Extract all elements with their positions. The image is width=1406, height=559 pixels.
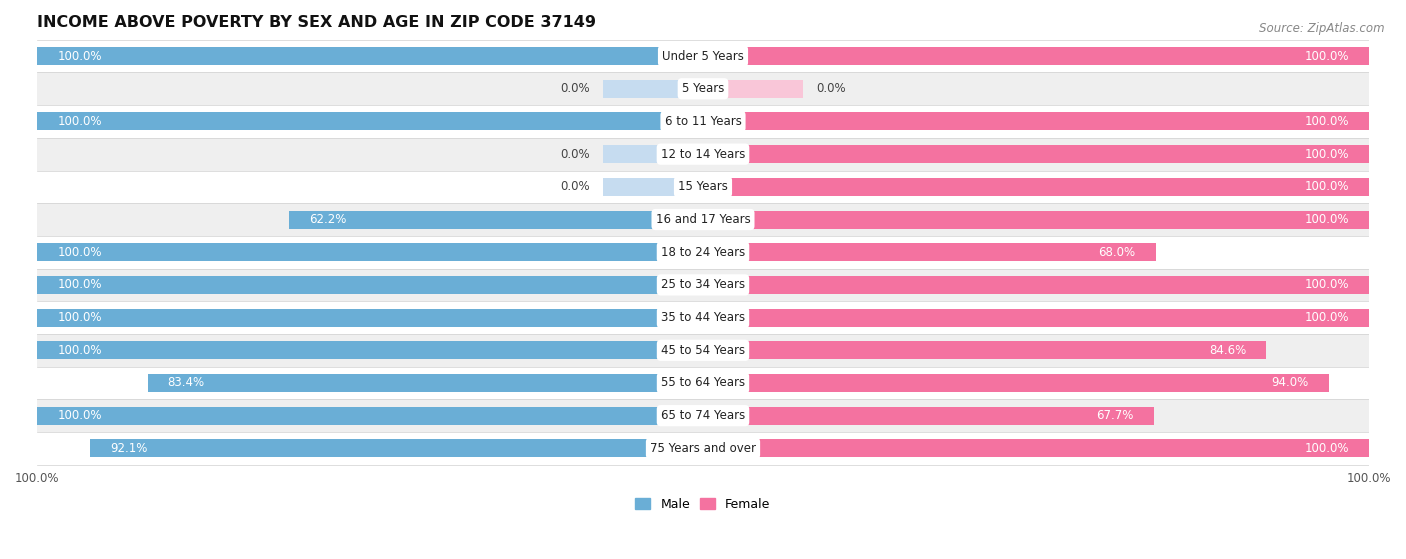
Text: 0.0%: 0.0%: [560, 148, 591, 160]
Bar: [703, 342, 1267, 359]
Bar: [603, 145, 703, 163]
Text: 0.0%: 0.0%: [560, 181, 591, 193]
Bar: [37, 367, 1369, 399]
Bar: [37, 105, 1369, 138]
Bar: [90, 439, 703, 457]
Text: 15 Years: 15 Years: [678, 181, 728, 193]
Text: 67.7%: 67.7%: [1097, 409, 1133, 422]
Text: 92.1%: 92.1%: [110, 442, 148, 455]
Text: 25 to 34 Years: 25 to 34 Years: [661, 278, 745, 291]
Text: 100.0%: 100.0%: [1305, 115, 1348, 128]
Text: 84.6%: 84.6%: [1209, 344, 1246, 357]
Bar: [703, 112, 1369, 130]
Text: 100.0%: 100.0%: [58, 311, 101, 324]
Text: 100.0%: 100.0%: [58, 246, 101, 259]
Text: 0.0%: 0.0%: [560, 82, 591, 95]
Text: 100.0%: 100.0%: [1305, 278, 1348, 291]
Legend: Male, Female: Male, Female: [630, 493, 776, 516]
Text: 18 to 24 Years: 18 to 24 Years: [661, 246, 745, 259]
Bar: [37, 47, 703, 65]
Text: 35 to 44 Years: 35 to 44 Years: [661, 311, 745, 324]
Bar: [703, 243, 1156, 261]
Text: 83.4%: 83.4%: [167, 376, 205, 390]
Bar: [37, 203, 1369, 236]
Text: 100.0%: 100.0%: [58, 409, 101, 422]
Bar: [703, 374, 1329, 392]
Text: 16 and 17 Years: 16 and 17 Years: [655, 213, 751, 226]
Bar: [37, 301, 1369, 334]
Bar: [37, 170, 1369, 203]
Text: 100.0%: 100.0%: [1305, 148, 1348, 160]
Text: 100.0%: 100.0%: [58, 344, 101, 357]
Text: 94.0%: 94.0%: [1271, 376, 1309, 390]
Text: 45 to 54 Years: 45 to 54 Years: [661, 344, 745, 357]
Bar: [37, 138, 1369, 170]
Text: 100.0%: 100.0%: [1305, 50, 1348, 63]
Bar: [37, 243, 703, 261]
Text: 55 to 64 Years: 55 to 64 Years: [661, 376, 745, 390]
Bar: [703, 145, 1369, 163]
Bar: [703, 178, 1369, 196]
Bar: [703, 80, 803, 98]
Bar: [37, 334, 1369, 367]
Text: 6 to 11 Years: 6 to 11 Years: [665, 115, 741, 128]
Text: 100.0%: 100.0%: [1305, 181, 1348, 193]
Bar: [37, 40, 1369, 73]
Text: 100.0%: 100.0%: [1305, 311, 1348, 324]
Bar: [703, 47, 1369, 65]
Text: 100.0%: 100.0%: [1305, 442, 1348, 455]
Bar: [703, 439, 1369, 457]
Bar: [703, 407, 1154, 425]
Bar: [37, 268, 1369, 301]
Text: 100.0%: 100.0%: [58, 50, 101, 63]
Bar: [37, 342, 703, 359]
Bar: [37, 276, 703, 294]
Text: 65 to 74 Years: 65 to 74 Years: [661, 409, 745, 422]
Text: 68.0%: 68.0%: [1098, 246, 1136, 259]
Text: 100.0%: 100.0%: [1305, 213, 1348, 226]
Bar: [37, 407, 703, 425]
Bar: [37, 432, 1369, 465]
Text: 5 Years: 5 Years: [682, 82, 724, 95]
Bar: [703, 211, 1369, 229]
Bar: [288, 211, 703, 229]
Bar: [37, 309, 703, 326]
Bar: [37, 73, 1369, 105]
Text: 12 to 14 Years: 12 to 14 Years: [661, 148, 745, 160]
Bar: [148, 374, 703, 392]
Bar: [37, 236, 1369, 268]
Bar: [603, 178, 703, 196]
Text: 0.0%: 0.0%: [815, 82, 846, 95]
Text: 100.0%: 100.0%: [58, 278, 101, 291]
Text: INCOME ABOVE POVERTY BY SEX AND AGE IN ZIP CODE 37149: INCOME ABOVE POVERTY BY SEX AND AGE IN Z…: [37, 15, 596, 30]
Text: Under 5 Years: Under 5 Years: [662, 50, 744, 63]
Bar: [703, 276, 1369, 294]
Bar: [37, 112, 703, 130]
Bar: [703, 309, 1369, 326]
Text: 62.2%: 62.2%: [309, 213, 346, 226]
Text: Source: ZipAtlas.com: Source: ZipAtlas.com: [1260, 22, 1385, 35]
Text: 75 Years and over: 75 Years and over: [650, 442, 756, 455]
Bar: [37, 399, 1369, 432]
Text: 100.0%: 100.0%: [58, 115, 101, 128]
Bar: [603, 80, 703, 98]
